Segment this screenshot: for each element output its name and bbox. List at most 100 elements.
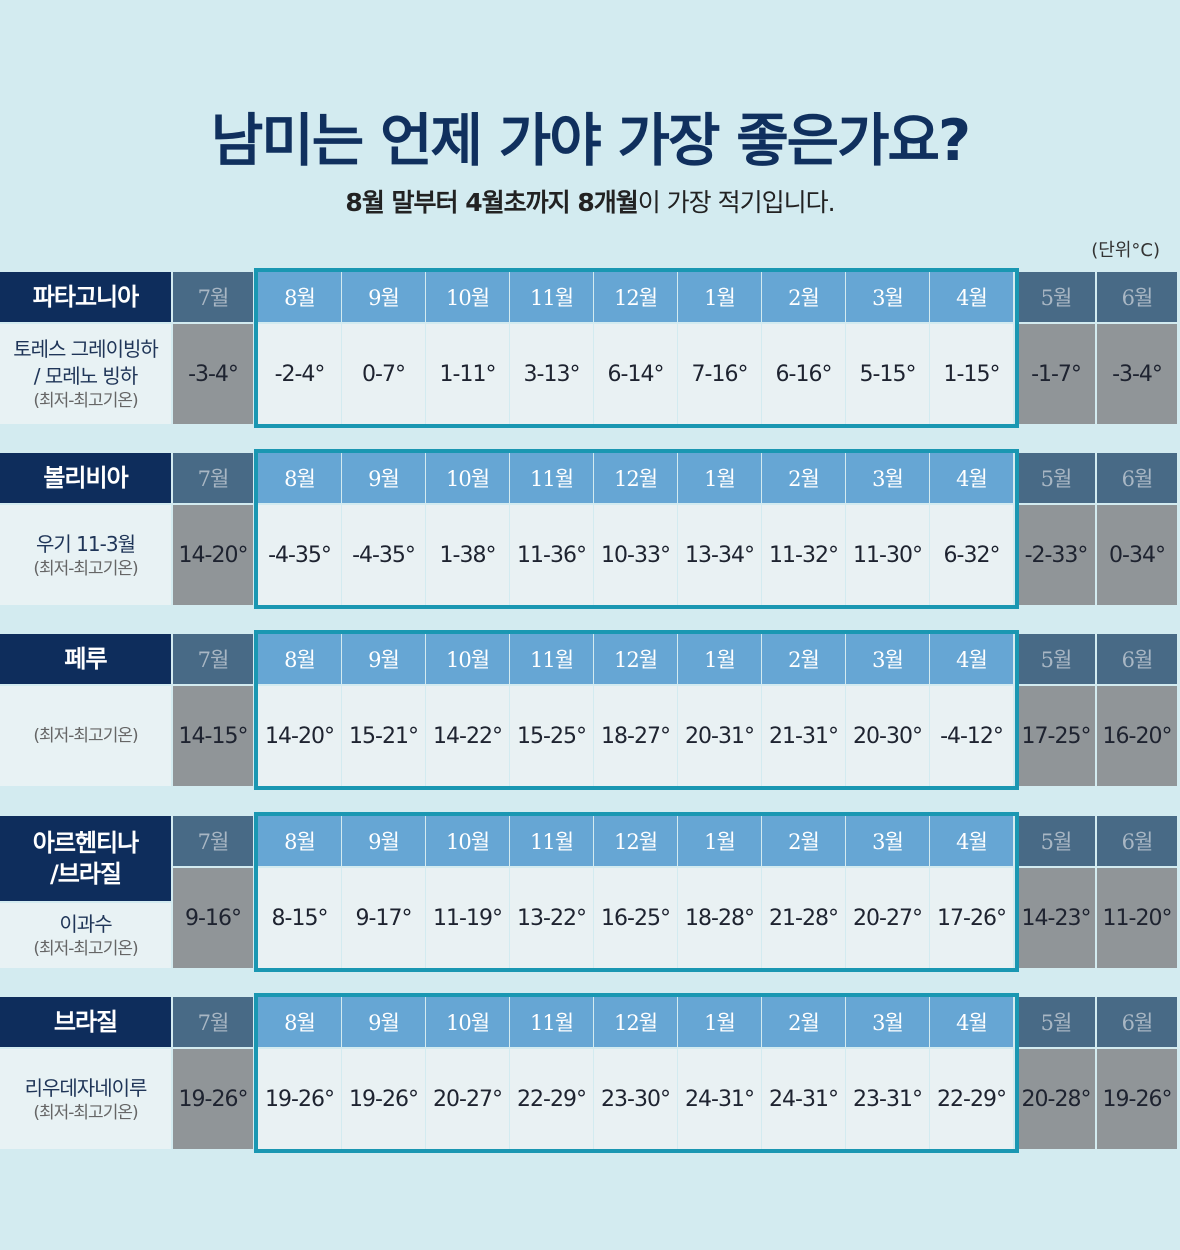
region-name: 페루 — [0, 634, 171, 684]
month-header: 10월 — [426, 272, 509, 322]
month-header: 3월 — [846, 816, 929, 866]
temperature-cell: 23-31° — [846, 1049, 929, 1149]
month-header: 2월 — [762, 634, 845, 684]
month-header: 5월 — [1017, 272, 1095, 322]
temperature-cell: 6-32° — [930, 505, 1013, 605]
temperature-cell: -4-12° — [930, 686, 1013, 786]
temperature-cell: 1-15° — [930, 324, 1013, 424]
month-column: 5월 20-28° — [1017, 997, 1095, 1149]
month-column: 6월 11-20° — [1097, 816, 1177, 968]
region-name: 볼리비아 — [0, 453, 171, 503]
temperature-cell: -4-35° — [342, 505, 425, 605]
month-header: 8월 — [258, 272, 341, 322]
month-column: 6월 16-20° — [1097, 634, 1177, 786]
month-header: 10월 — [426, 816, 509, 866]
month-header: 10월 — [426, 453, 509, 503]
month-column: 5월 -1-7° — [1017, 272, 1095, 424]
temperature-cell: 14-15° — [173, 686, 253, 786]
month-header: 1월 — [678, 997, 761, 1047]
month-header: 1월 — [678, 816, 761, 866]
month-column: 5월 -2-33° — [1017, 453, 1095, 605]
temperature-cell: 24-31° — [678, 1049, 761, 1149]
month-column: 5월 14-23° — [1017, 816, 1095, 968]
month-column: 8월 14-20° — [258, 634, 341, 786]
minmax-note: (최저-최고기온) — [33, 939, 138, 959]
temperature-cell: 11-19° — [426, 868, 509, 968]
month-header: 4월 — [930, 634, 1013, 684]
temperature-cell: 13-34° — [678, 505, 761, 605]
temperature-cell: 11-30° — [846, 505, 929, 605]
month-column: 6월 -3-4° — [1097, 272, 1177, 424]
month-header: 2월 — [762, 453, 845, 503]
month-header: 12월 — [594, 453, 677, 503]
temperature-cell: 10-33° — [594, 505, 677, 605]
temperature-cell: 15-21° — [342, 686, 425, 786]
month-column: 11월 13-22° — [510, 816, 593, 968]
month-column: 7월 14-15° — [173, 634, 253, 786]
region-name: 아르헨티나/브라질 — [0, 816, 171, 901]
region-name: 파타고니아 — [0, 272, 171, 322]
temperature-cell: -3-4° — [1097, 324, 1177, 424]
temperature-cell: 16-25° — [594, 868, 677, 968]
month-header: 1월 — [678, 272, 761, 322]
month-column: 9월 19-26° — [342, 997, 425, 1149]
month-column: 3월 11-30° — [846, 453, 929, 605]
month-column: 12월 23-30° — [594, 997, 677, 1149]
temperature-cell: 7-16° — [678, 324, 761, 424]
temperature-cell: 20-27° — [846, 868, 929, 968]
month-header: 8월 — [258, 634, 341, 684]
month-header: 4월 — [930, 816, 1013, 866]
month-column: 8월 8-15° — [258, 816, 341, 968]
region-block: 브라질 리우데자네이루 (최저-최고기온) 7월 19-26° 8월 19-26° 9월 19-… — [0, 993, 1180, 1153]
temperature-cell: 19-26° — [342, 1049, 425, 1149]
month-column: 2월 21-28° — [762, 816, 845, 968]
month-column: 2월 24-31° — [762, 997, 845, 1149]
month-header: 3월 — [846, 453, 929, 503]
month-header: 5월 — [1017, 634, 1095, 684]
temperature-cell: 6-14° — [594, 324, 677, 424]
month-column: 3월 20-27° — [846, 816, 929, 968]
month-header: 6월 — [1097, 272, 1177, 322]
month-header: 11월 — [510, 453, 593, 503]
temperature-cell: 14-20° — [258, 686, 341, 786]
month-column: 10월 1-38° — [426, 453, 509, 605]
month-header: 3월 — [846, 997, 929, 1047]
temperature-cell: 23-30° — [594, 1049, 677, 1149]
month-header: 10월 — [426, 634, 509, 684]
temperature-cell: 11-32° — [762, 505, 845, 605]
month-column: 7월 -3-4° — [173, 272, 253, 424]
month-column: 2월 6-16° — [762, 272, 845, 424]
temperature-cell: 5-15° — [846, 324, 929, 424]
month-header: 10월 — [426, 997, 509, 1047]
month-column: 4월 -4-12° — [930, 634, 1013, 786]
temperature-cell: 11-36° — [510, 505, 593, 605]
region-block: 아르헨티나/브라질 이과수 (최저-최고기온) 7월 9-16° 8월 8-15° 9월 9-1… — [0, 812, 1180, 972]
region-location: 토레스 그레이빙하 / 모레노 빙하 — [13, 337, 159, 388]
month-header: 2월 — [762, 816, 845, 866]
month-column: 8월 -2-4° — [258, 272, 341, 424]
month-column: 10월 14-22° — [426, 634, 509, 786]
month-header: 9월 — [342, 816, 425, 866]
unit-label: (단위°C) — [1091, 240, 1160, 261]
temperature-cell: 0-7° — [342, 324, 425, 424]
month-header: 2월 — [762, 997, 845, 1047]
temperature-cell: 14-22° — [426, 686, 509, 786]
month-column: 5월 17-25° — [1017, 634, 1095, 786]
temperature-cell: 14-23° — [1017, 868, 1095, 968]
temperature-cell: 9-17° — [342, 868, 425, 968]
month-column: 4월 17-26° — [930, 816, 1013, 968]
temperature-cell: 17-26° — [930, 868, 1013, 968]
month-header: 6월 — [1097, 816, 1177, 866]
temperature-cell: 16-20° — [1097, 686, 1177, 786]
page-title: 남미는 언제 가야 가장 좋은가요? — [210, 108, 971, 174]
month-column: 4월 6-32° — [930, 453, 1013, 605]
month-column: 9월 9-17° — [342, 816, 425, 968]
month-header: 4월 — [930, 272, 1013, 322]
temperature-cell: 20-27° — [426, 1049, 509, 1149]
month-header: 9월 — [342, 634, 425, 684]
month-header: 4월 — [930, 453, 1013, 503]
region-subtitle: 이과수 (최저-최고기온) — [0, 903, 171, 968]
temperature-cell: 8-15° — [258, 868, 341, 968]
month-column: 4월 1-15° — [930, 272, 1013, 424]
region-subtitle: 토레스 그레이빙하 / 모레노 빙하 (최저-최고기온) — [0, 324, 171, 424]
